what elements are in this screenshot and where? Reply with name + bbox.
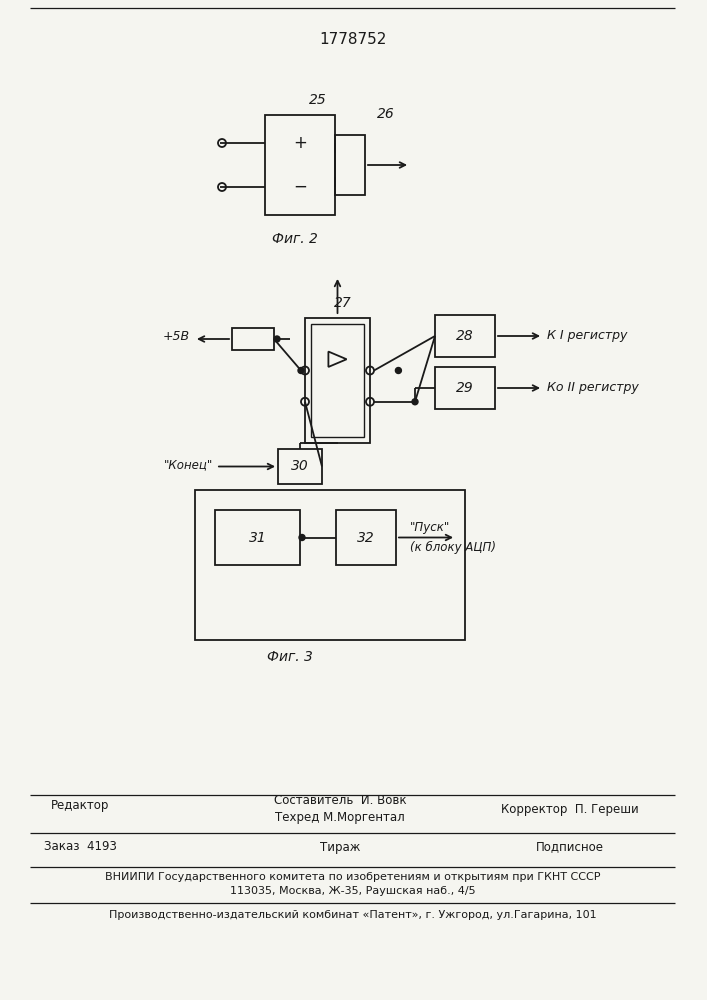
Text: Производственно-издательский комбинат «Патент», г. Ужгород, ул.Гагарина, 101: Производственно-издательский комбинат «П… xyxy=(109,910,597,920)
Text: (к блоку АЦП): (к блоку АЦП) xyxy=(410,540,496,554)
Text: 29: 29 xyxy=(456,381,474,395)
Text: 25: 25 xyxy=(309,93,327,107)
Circle shape xyxy=(299,534,305,540)
Bar xyxy=(335,135,365,195)
Text: Тираж: Тираж xyxy=(320,840,360,854)
Text: 1778752: 1778752 xyxy=(320,32,387,47)
Bar xyxy=(195,490,465,640)
Bar xyxy=(232,328,274,350)
Bar xyxy=(311,324,364,437)
Text: Заказ  4193: Заказ 4193 xyxy=(44,840,117,854)
Text: 28: 28 xyxy=(456,329,474,343)
Text: +5В: +5В xyxy=(163,330,190,342)
Text: Составитель  И. Вовк: Составитель И. Вовк xyxy=(274,794,407,808)
Text: 31: 31 xyxy=(249,530,267,544)
Text: 113035, Москва, Ж-35, Раушская наб., 4/5: 113035, Москва, Ж-35, Раушская наб., 4/5 xyxy=(230,886,476,896)
Circle shape xyxy=(274,336,280,342)
Text: Ко II регистру: Ко II регистру xyxy=(547,381,638,394)
Text: К I регистру: К I регистру xyxy=(547,330,627,342)
Text: 26: 26 xyxy=(377,107,395,121)
Text: "Пуск": "Пуск" xyxy=(410,522,450,534)
Bar xyxy=(278,449,322,484)
Bar xyxy=(435,367,495,409)
Text: +: + xyxy=(293,134,307,152)
Circle shape xyxy=(298,367,304,373)
Text: Подписное: Подписное xyxy=(536,840,604,854)
Bar xyxy=(435,315,495,357)
Text: −: − xyxy=(293,178,307,196)
Bar xyxy=(336,510,396,565)
Text: Корректор  П. Гереши: Корректор П. Гереши xyxy=(501,802,639,816)
Text: "Конец": "Конец" xyxy=(164,458,213,471)
Text: Техред М.Моргентал: Техред М.Моргентал xyxy=(275,810,405,824)
Circle shape xyxy=(395,367,402,373)
Text: ВНИИПИ Государственного комитета по изобретениям и открытиям при ГКНТ СССР: ВНИИПИ Государственного комитета по изоб… xyxy=(105,872,601,882)
Bar xyxy=(215,510,300,565)
Bar xyxy=(305,318,370,443)
Text: 30: 30 xyxy=(291,460,309,474)
Circle shape xyxy=(412,399,418,405)
Text: 27: 27 xyxy=(334,296,351,310)
Text: Фиг. 3: Фиг. 3 xyxy=(267,650,313,664)
Text: Редактор: Редактор xyxy=(51,798,109,812)
Text: Фиг. 2: Фиг. 2 xyxy=(272,232,318,246)
Text: 32: 32 xyxy=(357,530,375,544)
Bar xyxy=(265,115,335,215)
